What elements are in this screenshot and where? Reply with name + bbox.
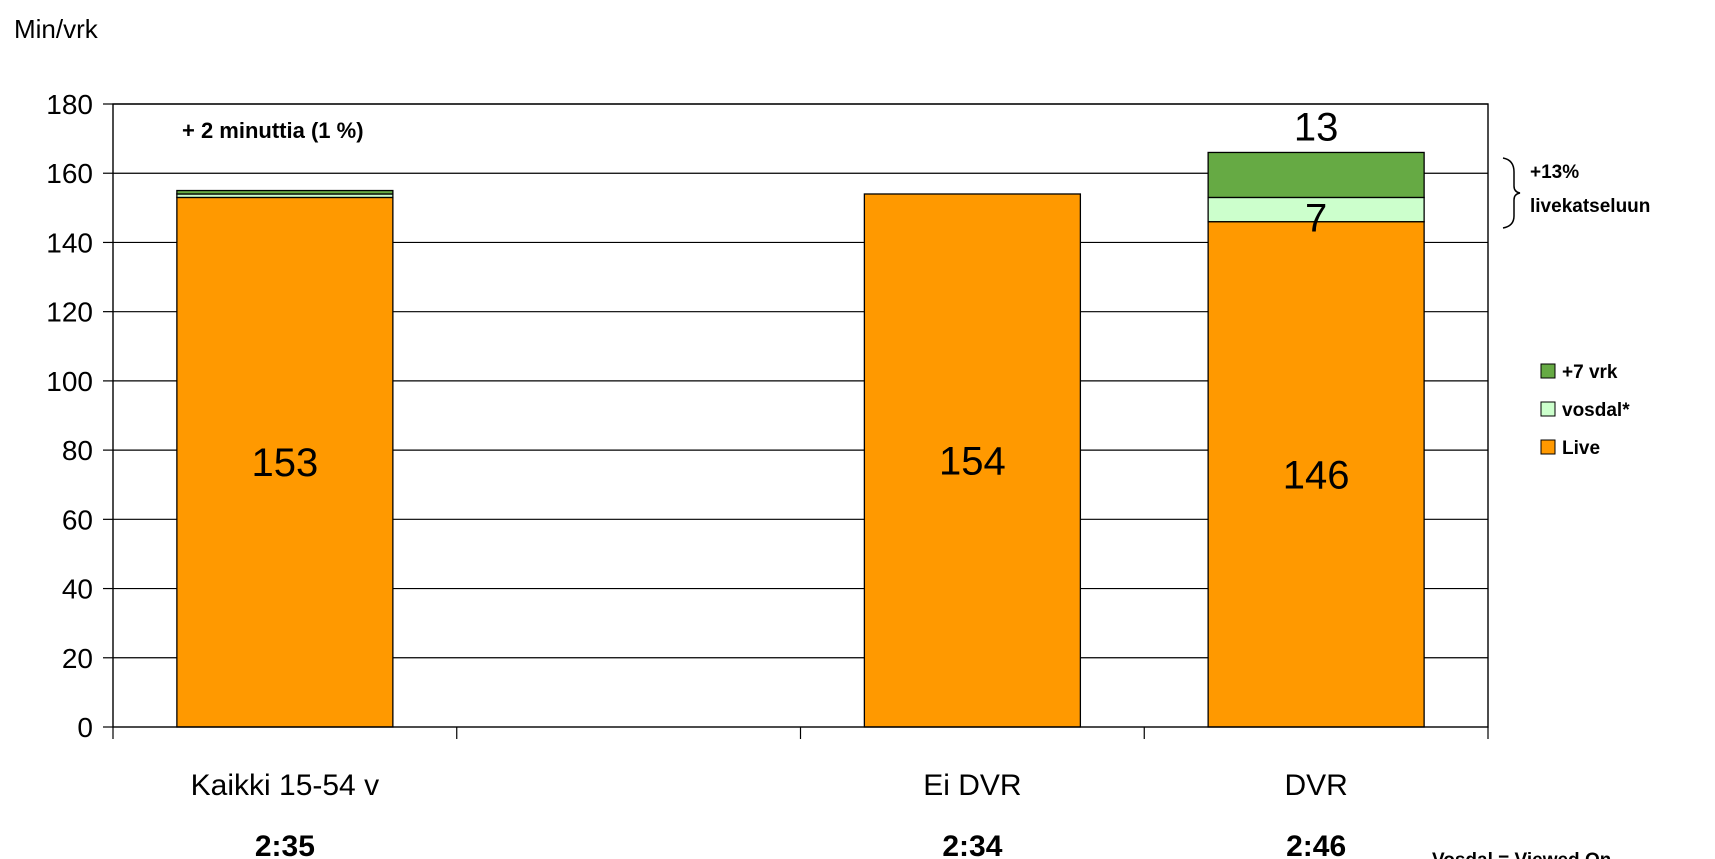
bar-segment-vosdal- xyxy=(1207,196,1425,223)
category-time-label: 2:34 xyxy=(942,830,1002,859)
bar-segment--7-vrk xyxy=(1207,151,1425,199)
y-tick-label: 60 xyxy=(62,504,93,535)
y-tick-label: 100 xyxy=(46,366,93,397)
y-tick-label: 120 xyxy=(46,297,93,328)
x-tick-label: DVR xyxy=(1284,769,1347,802)
bars xyxy=(176,151,1425,728)
legend: +7 vrk vosdal* Live xyxy=(1540,362,1630,459)
y-tick-label: 80 xyxy=(62,435,93,466)
axes xyxy=(103,103,1489,739)
data-label: 154 xyxy=(939,439,1006,483)
legend-label: vosdal* xyxy=(1562,400,1630,421)
bracket-shape xyxy=(1502,157,1521,229)
legend-label: +7 vrk xyxy=(1562,362,1618,383)
bracket-text-line2: livekatseluun xyxy=(1530,196,1650,217)
y-axis-label: Min/vrk xyxy=(14,14,99,44)
bar-segment-live xyxy=(1207,221,1425,728)
bar-segment-live xyxy=(863,193,1082,728)
legend-swatch xyxy=(1540,401,1556,417)
bar-segment--7-vrk xyxy=(176,189,394,195)
data-label: 153 xyxy=(252,441,319,485)
bracket-text-line1: +13% xyxy=(1530,162,1579,183)
first-bar-annotation: + 2 minuttia (1 %) xyxy=(182,118,364,143)
bar-segment-live xyxy=(176,196,394,728)
footnote: Vosdal = Viewed On xyxy=(1432,850,1611,859)
y-tick-labels: 0 20 40 60 80 100 120 140 160 180 xyxy=(46,89,93,743)
y-tick-label: 40 xyxy=(62,574,93,605)
legend-swatch xyxy=(1540,363,1556,379)
data-label: 7 xyxy=(1305,197,1327,241)
data-labels: 153 154 146 7 13 xyxy=(252,105,1350,497)
data-label: 13 xyxy=(1294,105,1339,149)
y-tick-label: 160 xyxy=(46,158,93,189)
category-time-label: 2:46 xyxy=(1286,830,1346,859)
y-tick-label: 0 xyxy=(77,712,93,743)
x-tick-label: Ei DVR xyxy=(923,769,1021,802)
x-tick-label: Kaikki 15-54 v xyxy=(191,769,379,802)
x-tick-labels: Kaikki 15-54 v 2:35 Ei DVR 2:34 DVR 2:46 xyxy=(191,769,1348,859)
legend-label: Live xyxy=(1562,438,1600,459)
legend-swatch xyxy=(1540,439,1556,455)
category-time-label: 2:35 xyxy=(255,830,315,859)
data-label: 146 xyxy=(1283,453,1350,497)
y-tick-label: 140 xyxy=(46,227,93,258)
y-tick-label: 20 xyxy=(62,643,93,674)
y-tick-label: 180 xyxy=(46,89,93,120)
